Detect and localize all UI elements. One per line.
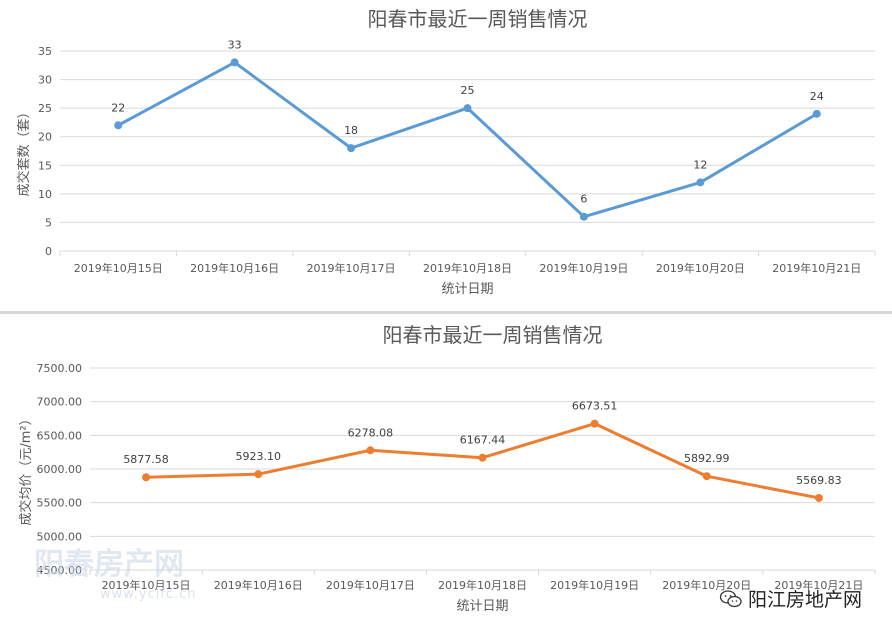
data-label: 33	[228, 38, 242, 51]
data-label: 25	[461, 84, 475, 97]
y-axis-title: 成交均价（元/m²）	[18, 412, 34, 525]
data-label: 6167.44	[460, 434, 506, 447]
y-tick-label: 30	[38, 74, 52, 87]
x-tick-label: 2019年10月15日	[74, 261, 163, 275]
data-point	[230, 58, 239, 67]
y-tick-label: 25	[38, 102, 52, 115]
data-point	[478, 453, 487, 462]
data-label: 22	[111, 101, 125, 114]
x-tick-label: 2019年10月18日	[438, 578, 527, 592]
data-point	[142, 473, 151, 482]
sales-count-chart: 阳春市最近一周销售情况 0 5 10 15 20 25 30 35 2019年10月15日 2019…	[16, 7, 876, 297]
avg-price-chart: 阳春市最近一周销售情况 4500.00 5000.00 5500.00 6000.00 6…	[18, 323, 876, 614]
data-label: 12	[693, 158, 707, 171]
y-tick-label: 20	[38, 131, 52, 144]
data-point	[347, 144, 356, 153]
x-tick-label: 2019年10月15日	[102, 578, 191, 592]
y-tick-label: 7000.00	[37, 396, 83, 409]
chart-panel-avg-price: 阳春市最近一周销售情况 4500.00 5000.00 5500.00 6000.00 6…	[0, 314, 892, 634]
y-tick-label: 6000.00	[37, 463, 83, 476]
x-axis-title: 统计日期	[456, 599, 508, 614]
data-label: 5877.58	[123, 453, 169, 466]
data-point	[702, 472, 711, 481]
watermark-text: 阳春房产网	[34, 547, 184, 582]
x-tick-label: 2019年10月17日	[326, 578, 415, 592]
watermark: 阳春房产网 www.yclfc.cn	[34, 547, 197, 602]
x-tick-label: 2019年10月17日	[307, 261, 396, 275]
data-label: 6	[580, 193, 587, 206]
chart-title: 阳春市最近一周销售情况	[383, 323, 603, 347]
data-point	[114, 121, 123, 130]
y-tick-label: 15	[38, 159, 52, 172]
x-tick-label: 2019年10月20日	[662, 578, 751, 592]
data-label: 5923.10	[235, 450, 281, 463]
data-label: 5569.83	[796, 474, 842, 487]
x-tick-label: 2019年10月18日	[423, 261, 512, 275]
data-point	[696, 178, 705, 187]
brand-text: 阳江房地产网	[747, 589, 862, 611]
data-point	[814, 493, 823, 502]
wechat-icon	[719, 589, 742, 607]
brand-badge: 阳江房地产网	[719, 585, 862, 612]
y-tick-label: 5	[45, 216, 52, 229]
data-point	[254, 470, 263, 479]
y-axis-title: 成交套数（套）	[16, 105, 32, 196]
x-tick-label: 2019年10月21日	[772, 261, 861, 275]
x-tick-label: 2019年10月19日	[539, 261, 628, 275]
y-tick-label: 0	[45, 245, 52, 258]
y-tick-label: 5000.00	[37, 530, 83, 543]
data-label: 5892.99	[684, 452, 730, 465]
y-tick-label: 6500.00	[37, 429, 83, 442]
x-tick-label: 2019年10月19日	[550, 578, 639, 592]
y-tick-label: 10	[38, 188, 52, 201]
data-label: 18	[344, 124, 358, 137]
data-point	[590, 419, 599, 428]
y-tick-label: 5500.00	[37, 497, 83, 510]
data-label: 6278.08	[348, 426, 394, 439]
chart-panel-sales-count: 阳春市最近一周销售情况 0 5 10 15 20 25 30 35 2019年10月15日 2019…	[0, 0, 892, 312]
y-tick-label: 35	[38, 45, 52, 58]
y-tick-label: 7500.00	[37, 362, 83, 375]
data-label: 6673.51	[572, 400, 618, 413]
data-point	[812, 109, 821, 118]
panel-divider	[0, 311, 892, 314]
x-tick-label: 2019年10月16日	[214, 578, 303, 592]
x-tick-label: 2019年10月16日	[190, 261, 279, 275]
x-tick-label: 2019年10月20日	[656, 261, 745, 275]
watermark-url: www.yclfc.cn	[100, 587, 197, 602]
data-label: 24	[810, 90, 824, 103]
x-axis-title: 统计日期	[441, 282, 493, 297]
y-tick-label: 4500.00	[37, 564, 83, 577]
x-tick-label: 2019年10月21日	[774, 578, 863, 592]
chart-title: 阳春市最近一周销售情况	[368, 7, 588, 31]
data-point	[463, 104, 472, 113]
data-point	[579, 212, 588, 221]
data-point	[366, 446, 375, 455]
